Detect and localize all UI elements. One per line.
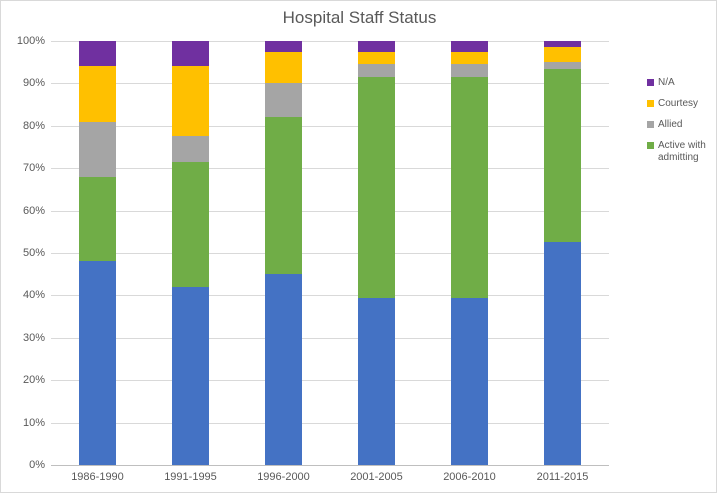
y-tick-label: 90% <box>22 77 45 90</box>
bar-segment-active-1996-2000 <box>265 274 302 465</box>
bar-segment-Courtesy-1986-1990 <box>79 66 116 122</box>
bar-segment-active-2011-2015 <box>544 242 581 465</box>
bar-segment-Courtesy-1996-2000 <box>265 51 302 84</box>
y-tick-label: 0% <box>29 459 45 471</box>
bar-segment-N/A-1986-1990 <box>79 41 116 67</box>
x-tick-label-2011-2015: 2011-2015 <box>536 471 589 483</box>
bar-segment-N/A-2006-2010 <box>451 41 488 52</box>
x-tick-label-2001-2005: 2001-2005 <box>350 471 403 483</box>
bar-segment-Allied-2006-2010 <box>451 64 488 78</box>
y-tick-label: 60% <box>22 204 45 217</box>
gridline-40 <box>51 295 609 297</box>
bar-segment-Allied-1996-2000 <box>265 83 302 118</box>
y-tick-label: 70% <box>22 162 45 175</box>
legend-swatch-icon <box>647 79 654 86</box>
bar-segment-Allied-2001-2005 <box>358 64 395 78</box>
bar-segment-Active with admitting-2001-2005 <box>358 77 395 298</box>
legend-swatch-icon <box>647 142 654 149</box>
y-tick-label: 40% <box>22 289 45 302</box>
bar-segment-Allied-1986-1990 <box>79 121 116 177</box>
legend-item-N/A: N/A <box>647 77 717 89</box>
bar-1991-1995 <box>172 41 209 465</box>
gridline-80 <box>51 125 609 127</box>
bar-segment-active-2006-2010 <box>451 297 488 465</box>
bar-2011-2015 <box>544 41 581 465</box>
legend-label: Active with admitting <box>658 140 706 163</box>
y-tick-label: 80% <box>22 119 45 132</box>
bar-segment-Courtesy-2011-2015 <box>544 47 581 63</box>
bar-2001-2005 <box>358 41 395 465</box>
bar-segment-N/A-2001-2005 <box>358 41 395 52</box>
x-tick-label-1991-1995: 1991-1995 <box>164 471 217 483</box>
y-tick-label: 50% <box>22 247 45 259</box>
bar-1996-2000 <box>265 41 302 465</box>
bar-2006-2010 <box>451 41 488 465</box>
y-tick-label: 30% <box>22 331 45 344</box>
bar-segment-Active with admitting-2011-2015 <box>544 68 581 243</box>
gridline-100 <box>51 41 609 42</box>
x-tick-label-2006-2010: 2006-2010 <box>443 471 496 483</box>
bar-segment-Courtesy-2006-2010 <box>451 51 488 65</box>
gridline-50 <box>51 253 609 254</box>
bar-segment-Active with admitting-2006-2010 <box>451 77 488 298</box>
legend-item-Allied: Allied <box>647 119 717 131</box>
bar-segment-N/A-1991-1995 <box>172 41 209 67</box>
legend-item-Courtesy: Courtesy <box>647 98 717 110</box>
bar-segment-N/A-2011-2015 <box>544 41 581 48</box>
bar-segment-Active with admitting-1991-1995 <box>172 161 209 287</box>
gridline-90 <box>51 83 609 85</box>
gridline-70 <box>51 168 609 170</box>
gridline-10 <box>51 422 609 424</box>
x-axis-line <box>51 465 609 466</box>
gridline-30 <box>51 337 609 339</box>
x-tick-label-1996-2000: 1996-2000 <box>257 471 310 483</box>
plot-area <box>51 41 609 466</box>
legend-label: Courtesy <box>658 98 699 109</box>
legend-label: Allied <box>658 119 683 130</box>
legend-label: N/A <box>658 77 675 88</box>
x-tick-label-1986-1990: 1986-1990 <box>71 471 124 483</box>
y-tick-label: 100% <box>16 35 45 47</box>
bar-segment-Allied-1991-1995 <box>172 136 209 162</box>
x-axis: 1986-1990 1991-1995 1996-2000 2001-2005 2006… <box>51 471 609 487</box>
gridline-20 <box>51 380 609 382</box>
bar-segment-Active with admitting-1996-2000 <box>265 117 302 275</box>
bar-segment-Active with admitting-1986-1990 <box>79 176 116 262</box>
bar-1986-1990 <box>79 41 116 465</box>
bar-segment-Allied-2011-2015 <box>544 62 581 69</box>
bar-segment-active-1991-1995 <box>172 286 209 465</box>
bar-segment-Courtesy-2001-2005 <box>358 51 395 65</box>
bar-segment-active-1986-1990 <box>79 261 116 465</box>
bar-segment-active-2001-2005 <box>358 297 395 465</box>
bar-segment-N/A-1996-2000 <box>265 41 302 52</box>
legend-swatch-icon <box>647 100 654 107</box>
y-tick-label: 10% <box>22 416 45 429</box>
legend-swatch-icon <box>647 121 654 128</box>
bar-segment-Courtesy-1991-1995 <box>172 66 209 137</box>
gridline-60 <box>51 210 609 212</box>
y-axis: 0% 10% 20% 30% 40% 50% 60% 70% 80% 90% 100% <box>1 36 45 471</box>
legend: N/A Courtesy Allied Active with admitting <box>647 77 717 173</box>
chart-title: Hospital Staff Status <box>282 8 437 27</box>
legend-item-Active with admitting: Active with admitting <box>647 140 717 164</box>
y-tick-label: 20% <box>22 374 45 387</box>
